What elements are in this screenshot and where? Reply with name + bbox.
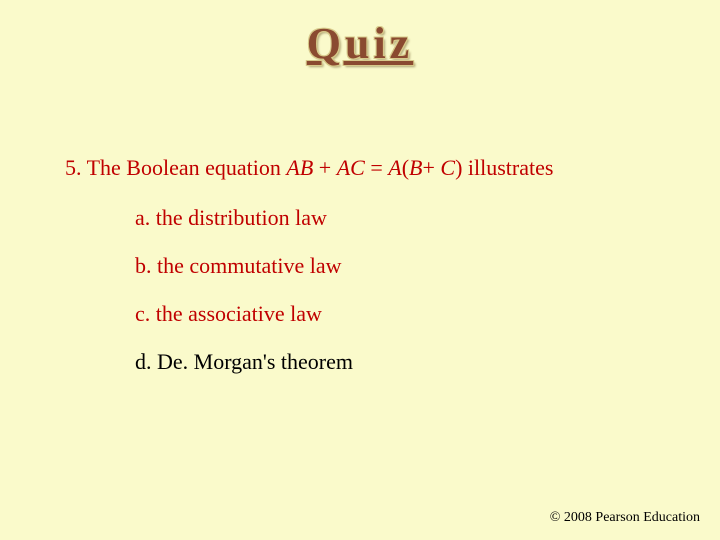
question-prefix: 5. The Boolean equation: [65, 155, 286, 180]
equals: =: [370, 155, 388, 180]
plus-2: +: [422, 155, 440, 180]
option-a: a. the distribution law: [135, 205, 353, 231]
eq-term-ab: AB: [286, 155, 318, 180]
copyright-text: © 2008 Pearson Education: [550, 510, 700, 526]
eq-term-a: A: [388, 155, 401, 180]
eq-term-b: B: [409, 155, 422, 180]
eq-term-ac: AC: [337, 155, 371, 180]
question-suffix: illustrates: [462, 155, 553, 180]
plus-1: +: [319, 155, 337, 180]
slide: Quiz 5. The Boolean equation AB + AC = A…: [0, 0, 720, 540]
quiz-title: Quiz: [0, 18, 720, 69]
option-c: c. the associative law: [135, 301, 353, 327]
paren-open: (: [402, 155, 409, 180]
eq-term-c: C: [440, 155, 455, 180]
option-d: d. De. Morgan's theorem: [135, 349, 353, 375]
question-text: 5. The Boolean equation AB + AC = A(B+ C…: [65, 155, 553, 181]
option-b: b. the commutative law: [135, 253, 353, 279]
options-list: a. the distribution law b. the commutati…: [135, 205, 353, 397]
